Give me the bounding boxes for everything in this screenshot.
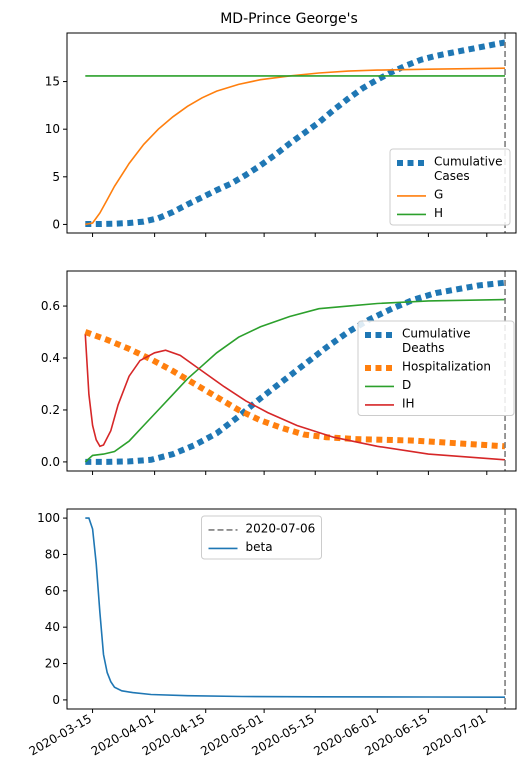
series-line-2-3 xyxy=(84,298,506,463)
y-tick-label: 80 xyxy=(45,547,60,561)
chart-title: MD-Prince George's xyxy=(220,11,358,27)
legend-box xyxy=(389,148,511,226)
y-tick-label: 100 xyxy=(37,511,60,525)
x-tick-label: 2020-07-01 xyxy=(421,711,488,758)
legend-label-3: D xyxy=(402,378,411,392)
y-tick-label: 0 xyxy=(52,693,60,707)
x-tick-label: 2020-03-15 xyxy=(27,711,94,758)
panel-2: 0.0 0.2 0.4 0.6 Cumulative Deaths Hospitalizat… xyxy=(41,270,517,475)
legend-label-1: Cumulative Cases xyxy=(434,155,503,184)
series-line-1-1 xyxy=(85,39,506,227)
y-tick-label: 60 xyxy=(45,584,60,598)
y-tick-label: 15 xyxy=(45,75,60,89)
plot-frame xyxy=(66,508,517,710)
series-line-3-1 xyxy=(85,517,506,699)
legend-label-3: H xyxy=(434,206,443,220)
plot-frame xyxy=(66,270,517,472)
y-tick-label: 0.6 xyxy=(41,299,60,313)
series-line-2-1 xyxy=(85,279,506,465)
legend-label-2: Hospitalization xyxy=(402,360,491,374)
legend: Cumulative Deaths Hospitalization D IH xyxy=(357,320,515,416)
legend-label-2: G xyxy=(434,188,443,202)
y-tick-label: 10 xyxy=(45,122,60,136)
y-tick-label: 0.0 xyxy=(41,455,60,469)
y-tick-label: 40 xyxy=(45,620,60,634)
legend: Cumulative Cases GH xyxy=(389,148,511,226)
series-line-1-2 xyxy=(85,67,506,226)
plot-frame xyxy=(66,32,517,234)
legend-box xyxy=(357,320,515,416)
legend-label-1: 2020-07-06 xyxy=(246,522,316,536)
legend-label-1: Cumulative Deaths xyxy=(402,327,471,356)
y-tick-label: 0.4 xyxy=(41,351,60,365)
legend-label-2: beta xyxy=(246,540,273,554)
series-line-2-4 xyxy=(84,334,506,461)
y-tick-label: 0.2 xyxy=(41,403,60,417)
y-tick-label: 20 xyxy=(45,657,60,671)
panel-3: 0 20 40 60 80 100 2020-07-06 beta xyxy=(37,508,517,713)
legend-label-4: IH xyxy=(402,397,415,411)
panel-1: 0 5 10 15 Cumulative Cases GH xyxy=(45,32,517,237)
legend: 2020-07-06 beta xyxy=(201,515,322,560)
y-tick-label: 5 xyxy=(52,170,60,184)
y-tick-label: 0 xyxy=(52,217,60,231)
